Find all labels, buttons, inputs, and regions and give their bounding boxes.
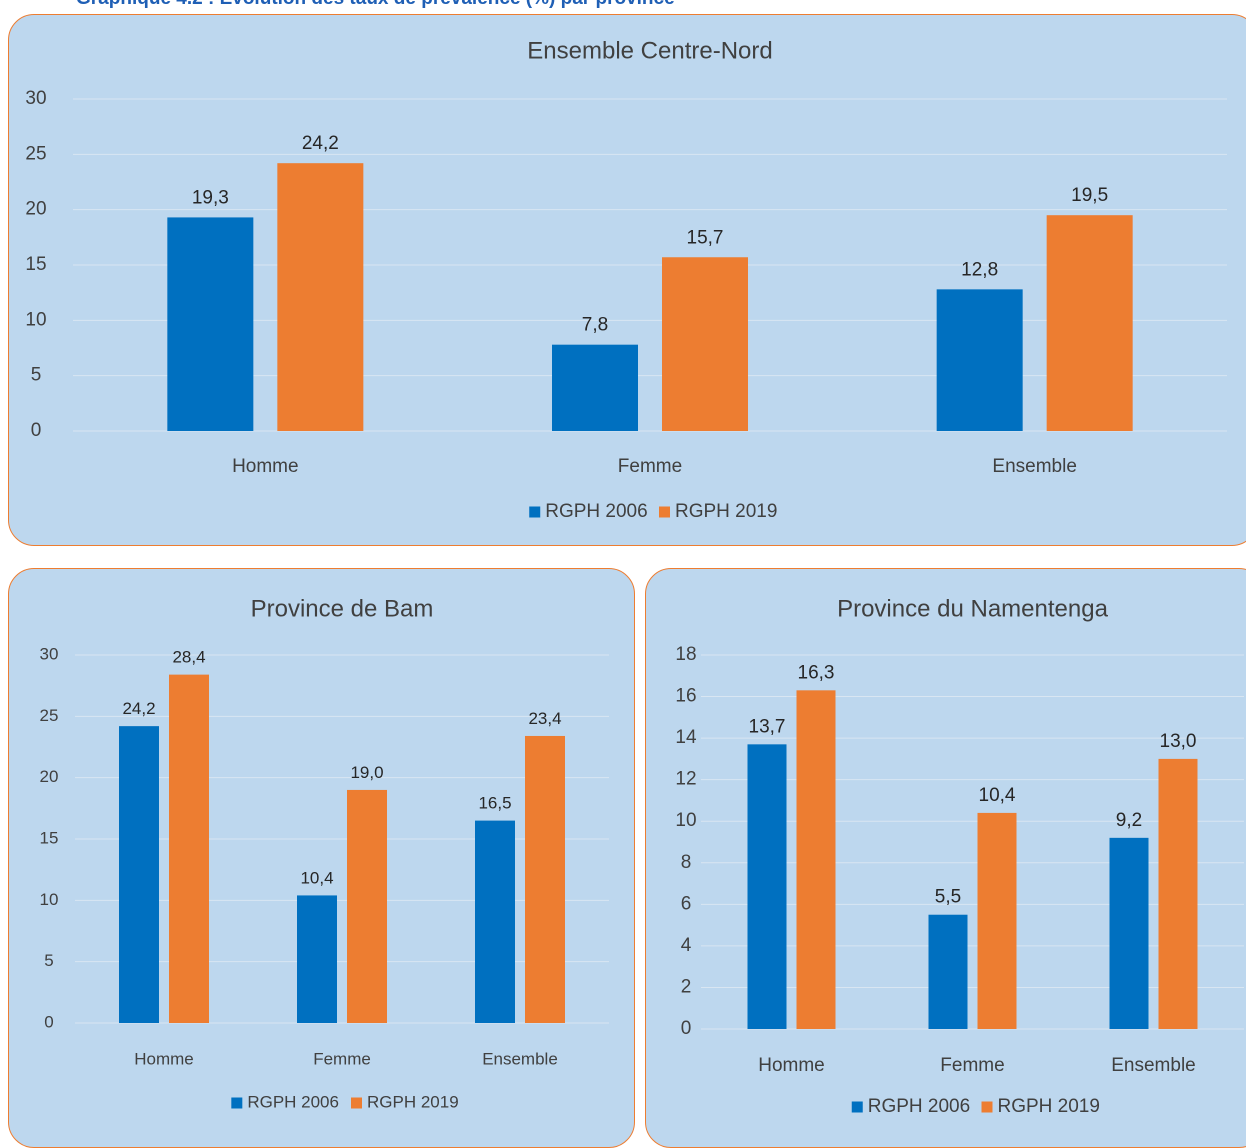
data-label: 10,4 — [979, 785, 1016, 806]
y-tick-label: 30 — [25, 88, 46, 109]
y-tick-label: 10 — [675, 810, 696, 831]
data-label: 10,4 — [300, 868, 333, 887]
data-label: 24,2 — [302, 133, 339, 154]
bar-homme-2006 — [167, 217, 254, 431]
bar-ensemble-2006 — [936, 289, 1023, 431]
bar-homme-2006 — [119, 726, 159, 1023]
chart-title: Province du Namentenga — [837, 595, 1108, 622]
legend: RGPH 2006 RGPH 2019 — [851, 1096, 1100, 1117]
page-title: Graphique 4.2 : Évolution des taux de pr… — [76, 0, 675, 10]
data-label: 19,5 — [1071, 185, 1108, 206]
bar-femme-2019 — [662, 257, 748, 431]
bar-ensemble-2019 — [525, 735, 565, 1023]
legend-label: RGPH 2019 — [367, 1092, 459, 1111]
x-category-label: Femme — [618, 456, 682, 477]
y-tick-label: 30 — [40, 644, 59, 663]
x-category-label: Femme — [940, 1055, 1004, 1076]
y-tick-label: 0 — [44, 1012, 53, 1031]
x-category-label: Homme — [232, 456, 299, 477]
data-label: 19,3 — [192, 187, 229, 208]
bar-femme-2006 — [297, 895, 337, 1023]
legend-swatch-2019 — [981, 1101, 993, 1113]
legend: RGPH 2006 RGPH 2019 — [231, 1092, 459, 1111]
x-category-label: Femme — [313, 1049, 371, 1068]
chart-panel-centre-nord: Ensemble Centre-Nord 0 5 10 15 20 25 30 19,3 24,2… — [8, 14, 1246, 546]
x-category-label: Ensemble — [482, 1049, 558, 1068]
y-tick-label: 12 — [675, 769, 696, 790]
legend-label: RGPH 2019 — [998, 1096, 1100, 1117]
y-tick-label: 15 — [40, 828, 59, 847]
y-tick-label: 14 — [675, 727, 697, 748]
x-category-label: Ensemble — [992, 456, 1077, 477]
data-label: 19,0 — [350, 763, 383, 782]
bar-ensemble-2006 — [475, 820, 515, 1023]
y-tick-label: 0 — [31, 420, 42, 441]
data-label: 13,7 — [749, 716, 786, 737]
data-label: 16,3 — [798, 662, 835, 683]
chart-centre-nord: Ensemble Centre-Nord 0 5 10 15 20 25 30 19,3 24,2… — [25, 37, 1227, 522]
legend: RGPH 2006 RGPH 2019 — [529, 501, 777, 522]
bar-ensemble-2019 — [1158, 758, 1198, 1029]
legend-swatch-2019 — [351, 1097, 362, 1109]
legend-swatch-2006 — [851, 1101, 863, 1113]
bar-homme-2019 — [277, 163, 364, 432]
legend-label: RGPH 2019 — [675, 501, 777, 522]
y-tick-label: 25 — [40, 706, 59, 725]
y-tick-label: 4 — [681, 935, 692, 956]
x-category-label: Homme — [758, 1055, 825, 1076]
data-label: 12,8 — [961, 259, 998, 280]
bar-femme-2006 — [552, 344, 638, 431]
chart-bam: Province de Bam 0 5 10 15 20 25 30 24,2 28,4 Homme… — [40, 595, 609, 1111]
y-tick-label: 2 — [681, 976, 692, 997]
bar-homme-2019 — [169, 674, 209, 1023]
legend-label: RGPH 2006 — [247, 1092, 339, 1111]
bar-femme-2019 — [347, 789, 387, 1023]
chart-namentenga: Province du Namentenga 0 2 4 6 8 10 12 14 16 18 13,… — [675, 595, 1244, 1117]
y-tick-label: 20 — [25, 199, 46, 220]
y-tick-label: 5 — [44, 951, 53, 970]
y-tick-label: 15 — [25, 254, 46, 275]
data-label: 15,7 — [687, 227, 724, 248]
bar-homme-2006 — [747, 744, 787, 1029]
chart-title: Ensemble Centre-Nord — [527, 37, 772, 64]
data-label: 28,4 — [172, 648, 205, 667]
legend-label: RGPH 2006 — [868, 1096, 970, 1117]
y-tick-label: 0 — [681, 1018, 692, 1039]
bar-femme-2006 — [928, 914, 968, 1029]
x-category-label: Ensemble — [1111, 1055, 1196, 1076]
data-label: 24,2 — [122, 699, 155, 718]
y-tick-label: 6 — [681, 893, 692, 914]
x-category-label: Homme — [134, 1049, 194, 1068]
bar-ensemble-2006 — [1109, 837, 1149, 1029]
y-tick-label: 8 — [681, 852, 692, 873]
data-label: 13,0 — [1160, 731, 1197, 752]
y-tick-label: 25 — [25, 143, 46, 164]
data-label: 5,5 — [935, 887, 961, 908]
y-tick-label: 10 — [40, 890, 59, 909]
legend-swatch-2006 — [231, 1097, 243, 1109]
legend-swatch-2006 — [529, 506, 541, 518]
legend-swatch-2019 — [659, 506, 670, 518]
legend-label: RGPH 2006 — [545, 501, 647, 522]
y-tick-label: 16 — [675, 686, 696, 707]
bar-homme-2019 — [796, 690, 836, 1029]
data-label: 9,2 — [1116, 810, 1142, 831]
data-label: 16,5 — [478, 794, 511, 813]
bar-femme-2019 — [977, 812, 1017, 1029]
chart-panel-bam: Province de Bam 0 5 10 15 20 25 30 24,2 28,4 Homme… — [8, 568, 635, 1148]
chart-title: Province de Bam — [251, 595, 434, 622]
data-label: 7,8 — [582, 315, 608, 336]
y-tick-label: 10 — [25, 309, 46, 330]
chart-panel-namentenga: Province du Namentenga 0 2 4 6 8 10 12 14 16 18 13,… — [645, 568, 1246, 1148]
y-tick-label: 18 — [675, 644, 696, 665]
y-tick-label: 20 — [40, 767, 59, 786]
y-tick-label: 5 — [31, 365, 42, 386]
data-label: 23,4 — [528, 709, 561, 728]
bar-ensemble-2019 — [1046, 215, 1133, 431]
